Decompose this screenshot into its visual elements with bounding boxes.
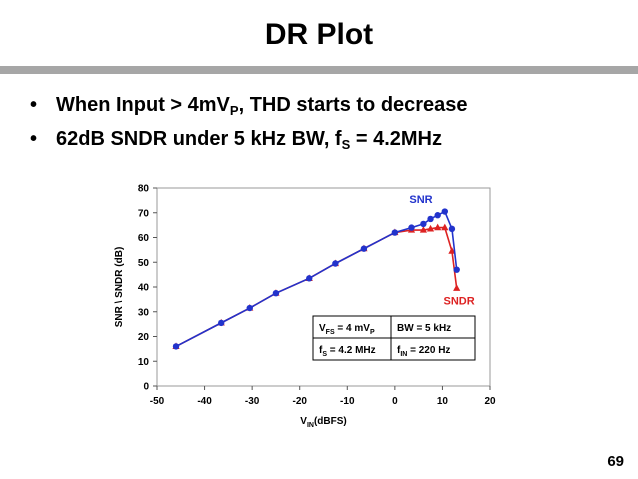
x-tick-label: 20 xyxy=(484,396,496,407)
y-tick-label: 30 xyxy=(138,307,150,318)
y-tick-label: 40 xyxy=(138,283,150,294)
x-tick-label: -20 xyxy=(292,396,307,407)
data-point-snr xyxy=(272,289,280,297)
data-point-snr xyxy=(420,220,427,228)
x-axis-label: VIN(dBFS) xyxy=(300,416,346,429)
y-tick-label: 50 xyxy=(138,258,150,269)
data-point-sndr xyxy=(453,284,461,291)
bullet-dot: • xyxy=(30,128,38,150)
bullet-subscript: P xyxy=(229,103,239,118)
x-tick-label: -10 xyxy=(340,396,355,407)
bullet-text: = 4.2MHz xyxy=(350,128,442,150)
spec-annotation-box: VFS = 4 mVP BW = 5 kHz fS = 4.2 MHz fIN = 2… xyxy=(312,315,476,361)
x-tick-label: -30 xyxy=(245,396,260,407)
data-point-snr xyxy=(172,343,180,350)
title-divider xyxy=(0,66,638,74)
data-point-sndr xyxy=(448,247,456,254)
bullet-text: , THD starts to decrease xyxy=(238,94,468,116)
bullet-dot: • xyxy=(30,94,38,116)
data-point-snr xyxy=(391,229,399,236)
data-point-snr xyxy=(246,304,253,312)
spec-text: fS = 4.2 MHz xyxy=(319,345,376,358)
spec-text: fIN = 220 Hz xyxy=(397,345,450,358)
y-tick-label: 60 xyxy=(138,233,150,244)
data-point-sndr xyxy=(441,223,449,231)
data-point-snr xyxy=(408,224,415,231)
x-tick-label: -50 xyxy=(150,396,165,407)
bullet-list: • When Input > 4mVP, THD starts to decre… xyxy=(30,90,468,158)
x-tick-label: 0 xyxy=(392,396,398,407)
y-tick-label: 80 xyxy=(138,184,150,195)
data-point-sndr xyxy=(434,223,442,231)
data-point-snr xyxy=(332,260,339,267)
data-point-snr xyxy=(427,215,434,223)
bullet-subscript: S xyxy=(341,137,351,152)
series-label-snr: SNR xyxy=(409,194,432,206)
bullet-text: 62dB SNDR under 5 kHz BW, f xyxy=(56,128,342,150)
data-point-snr xyxy=(360,245,368,252)
data-point-sndr xyxy=(426,224,435,232)
page-number: 69 xyxy=(607,453,624,470)
slide-title: DR Plot xyxy=(264,18,374,51)
series-label-sndr: SNDR xyxy=(443,295,474,307)
y-tick-label: 70 xyxy=(138,208,150,219)
data-point-snr xyxy=(306,275,313,282)
data-point-snr xyxy=(218,319,225,327)
data-point-snr xyxy=(441,208,449,215)
bullet-text: When Input > 4mV xyxy=(56,94,230,116)
y-tick-label: 10 xyxy=(138,357,150,368)
x-tick-label: -40 xyxy=(197,396,212,407)
bullet-item: • When Input > 4mVP, THD starts to decre… xyxy=(30,90,468,124)
data-point-sndr xyxy=(419,226,427,233)
data-point-snr xyxy=(453,266,460,273)
data-point-snr xyxy=(448,225,456,233)
data-point-snr xyxy=(434,212,441,219)
spec-cell xyxy=(390,337,476,361)
bullet-item: • 62dB SNDR under 5 kHz BW, fS = 4.2MHz xyxy=(30,124,468,158)
y-axis-label: SNR \ SNDR (dB) xyxy=(114,247,125,328)
y-tick-label: 20 xyxy=(138,332,150,343)
x-tick-label: 10 xyxy=(437,396,449,407)
spec-text: BW = 5 kHz xyxy=(397,323,451,334)
y-tick-label: 0 xyxy=(143,382,149,393)
spec-text: VFS = 4 mVP xyxy=(319,323,375,336)
dr-plot-chart: -50 -40 -30 -20 -10 0 10 20 0 10 20 30 40 50 60 70 80 SNR… xyxy=(114,184,496,430)
